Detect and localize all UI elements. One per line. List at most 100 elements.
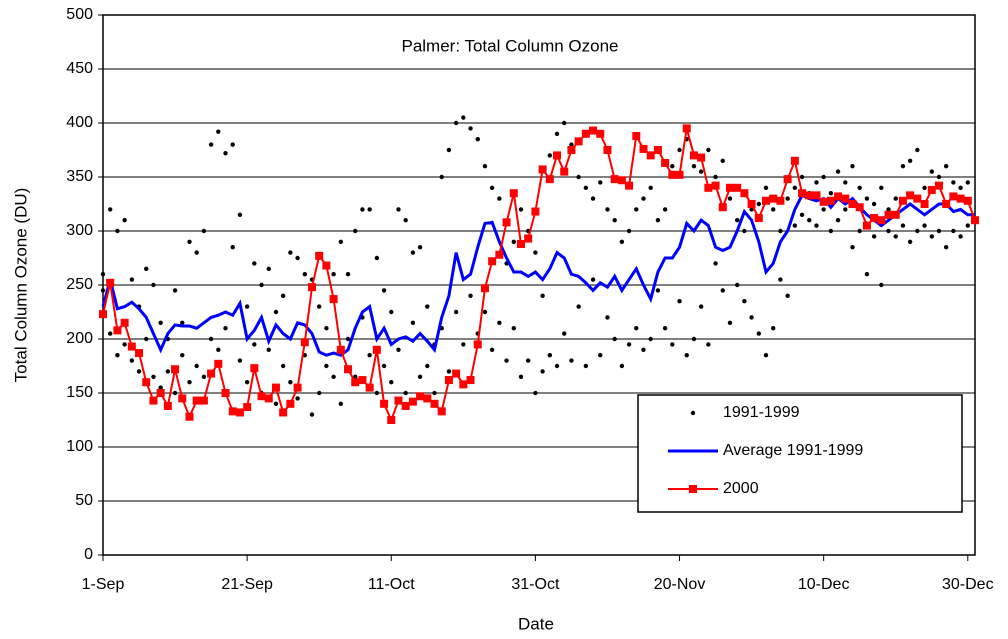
data-point [648, 185, 653, 190]
data-point [879, 282, 884, 288]
data-point [122, 342, 127, 347]
data-point [525, 358, 531, 363]
data-point [516, 239, 525, 248]
y-tick-label: 0 [84, 546, 93, 563]
data-point [353, 374, 358, 379]
x-tick-label: 20-Nov [654, 576, 706, 593]
data-point [279, 408, 288, 417]
data-point [929, 234, 934, 239]
data-point [835, 218, 841, 223]
data-point [589, 126, 598, 135]
data-point [920, 200, 929, 208]
data-point [639, 144, 648, 153]
data-point [778, 277, 783, 282]
data-point [221, 389, 230, 397]
data-point [259, 282, 264, 288]
data-point [682, 124, 691, 133]
data-point [216, 347, 221, 352]
data-point [135, 349, 144, 358]
data-point [353, 228, 358, 234]
data-point [807, 218, 812, 223]
data-point [684, 353, 689, 358]
legend-swatch [690, 410, 696, 416]
data-point [697, 153, 706, 162]
data-point [605, 207, 610, 212]
data-point [172, 390, 178, 396]
data-point [792, 185, 798, 190]
x-tick-label: 10-Dec [798, 576, 850, 593]
data-point [942, 200, 951, 208]
data-point [389, 380, 394, 385]
data-point [720, 158, 725, 163]
data-point [122, 218, 127, 223]
data-point [915, 147, 920, 153]
data-point [785, 196, 790, 201]
data-point [562, 331, 567, 336]
data-point [381, 288, 387, 293]
data-point [590, 277, 596, 282]
data-point [489, 347, 495, 352]
legend-label: Average 1991-1999 [723, 442, 863, 459]
data-point [453, 309, 459, 315]
data-point [511, 326, 516, 331]
data-point [576, 174, 581, 180]
data-point [466, 376, 475, 385]
data-point [417, 245, 423, 250]
data-point [417, 374, 423, 379]
data-point [165, 369, 171, 374]
data-point [480, 284, 489, 293]
data-point [100, 272, 106, 277]
data-point [425, 363, 430, 369]
data-point [655, 218, 661, 223]
data-point [936, 174, 942, 180]
data-point [495, 250, 504, 259]
data-point [351, 378, 360, 387]
data-point [538, 165, 547, 174]
data-point [799, 174, 805, 180]
data-point [524, 234, 533, 243]
data-point [237, 212, 243, 217]
data-point [151, 374, 156, 379]
data-point [509, 189, 518, 198]
data-point [235, 408, 244, 417]
data-point [396, 207, 401, 212]
data-point [244, 304, 250, 309]
data-point [108, 331, 113, 336]
data-point [725, 183, 734, 192]
data-point [430, 399, 439, 408]
data-point [271, 383, 280, 392]
data-point [713, 261, 718, 266]
data-point [345, 272, 351, 277]
data-point [338, 401, 344, 406]
data-point [805, 191, 814, 200]
data-point [763, 353, 769, 358]
data-point [617, 176, 626, 185]
data-point [626, 342, 632, 347]
data-point [927, 185, 936, 194]
data-point [769, 194, 778, 203]
data-point [706, 342, 711, 347]
data-point [338, 239, 344, 244]
data-point [468, 126, 473, 131]
data-point [754, 214, 763, 223]
data-point [662, 326, 668, 331]
data-point [547, 353, 553, 358]
data-point [603, 146, 612, 154]
data-point [171, 365, 180, 374]
data-point [208, 142, 214, 147]
data-point [163, 401, 172, 410]
data-point [943, 245, 949, 250]
data-point [252, 342, 257, 347]
y-tick-label: 100 [66, 438, 93, 455]
series-line [101, 193, 975, 357]
data-point [489, 185, 495, 190]
data-point [194, 363, 199, 369]
data-point [144, 336, 149, 342]
data-point [915, 228, 920, 234]
data-point [907, 158, 913, 163]
y-tick-label: 500 [66, 6, 93, 23]
data-point [949, 192, 958, 201]
data-point [223, 151, 228, 156]
data-point [372, 345, 381, 354]
